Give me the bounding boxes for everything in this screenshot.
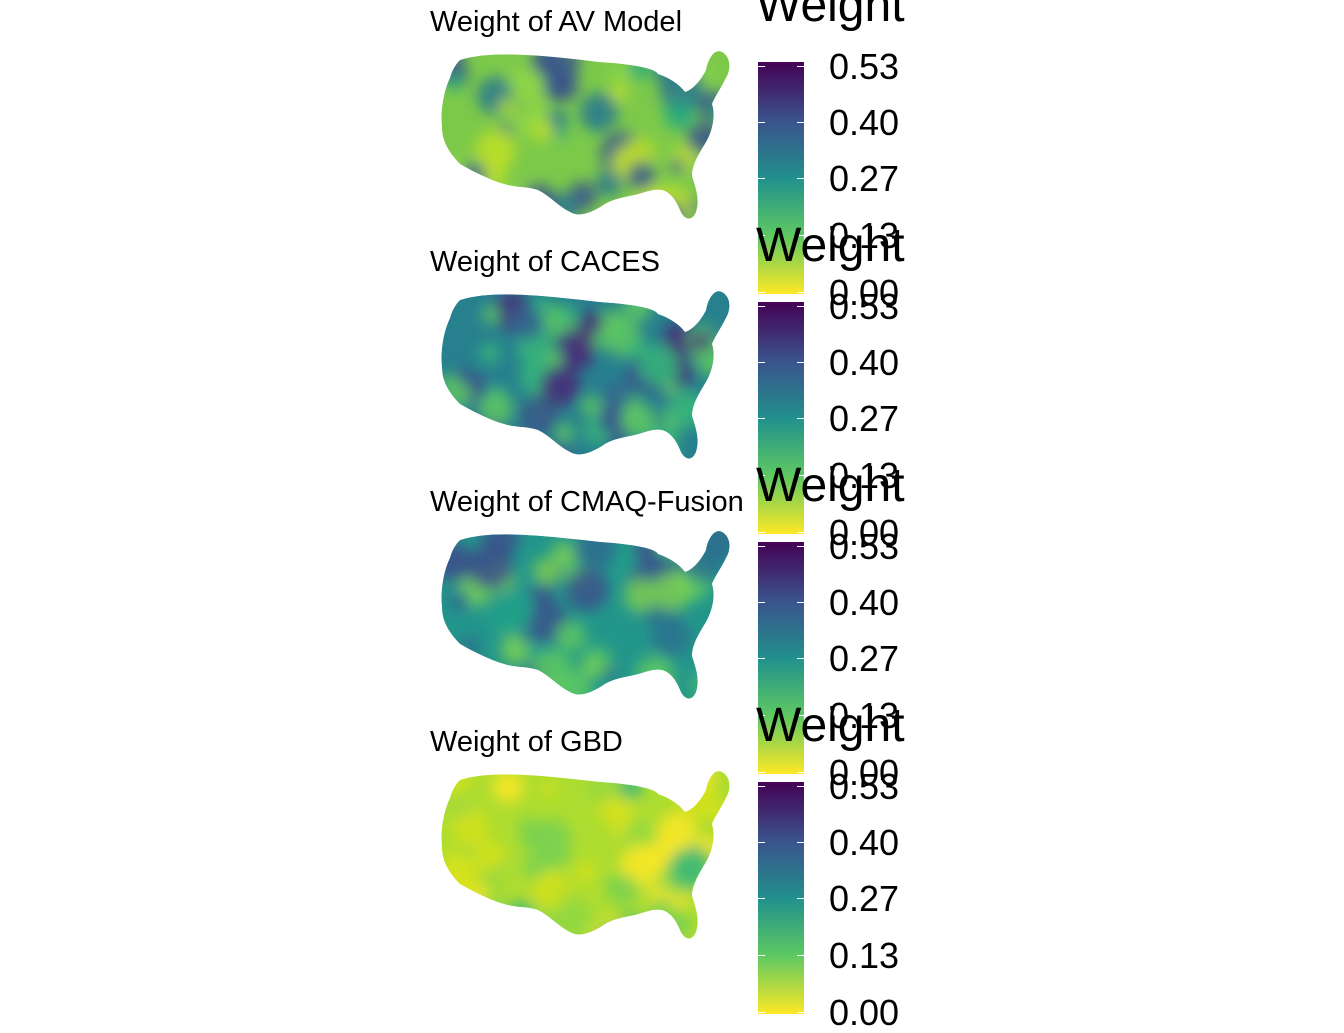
legend-tick-mark — [797, 306, 804, 307]
legend-tick-mark — [797, 122, 804, 123]
legend-tick-mark — [797, 66, 804, 67]
legend-tick-label: 0.00 — [829, 512, 900, 553]
legend-tick-mark — [797, 955, 804, 956]
legend-tick-label: 0.40 — [829, 342, 900, 383]
legend-tick-label: 0.13 — [829, 695, 900, 736]
panel-title: Weight of GBD — [430, 726, 623, 758]
panel-title: Weight of CACES — [430, 246, 660, 278]
legend-tick-mark — [758, 122, 765, 123]
map-panel: Weight of GBD Weight 0.53 0.40 0.27 0.13 0.00 — [0, 699, 1344, 1031]
legend-tick-mark — [797, 1012, 804, 1013]
legend-tick-label: 0.13 — [829, 455, 900, 496]
legend-tick-mark — [758, 66, 765, 67]
legend-tick-label: 0.00 — [829, 752, 900, 793]
panel-title: Weight of AV Model — [430, 6, 683, 38]
legend-tick-mark — [797, 418, 804, 419]
legend-tick-mark — [797, 715, 804, 716]
legend-tick-mark — [758, 786, 765, 787]
legend-tick-mark — [758, 292, 765, 293]
legend-tick-mark — [758, 842, 765, 843]
legend-tick-label: 0.40 — [829, 582, 900, 623]
legend-tick-label: 0.53 — [829, 46, 900, 87]
legend-tick-mark — [797, 178, 804, 179]
legend-tick-label: 0.13 — [829, 935, 900, 976]
legend-tick-mark — [797, 475, 804, 476]
legend-title: Weight — [756, 699, 905, 752]
legend-title: Weight — [756, 459, 905, 512]
legend-tick-mark — [758, 532, 765, 533]
legend-tick-mark — [758, 178, 765, 179]
legend-tick-mark — [758, 306, 765, 307]
legend-tick-mark — [797, 292, 804, 293]
us-weight-map — [441, 531, 730, 699]
legend-tick-mark — [758, 475, 765, 476]
legend-tick-label: 0.53 — [829, 286, 900, 327]
map-panel: Weight of AV Model Weight 0.53 0.40 0.27 0.13… — [0, 0, 1344, 311]
legend-tick-mark — [758, 1012, 765, 1013]
legend-tick-label: 0.13 — [829, 215, 900, 256]
legend-tick-mark — [758, 715, 765, 716]
map-panel: Weight of CACES Weight 0.53 0.40 0.27 0.13 0.0… — [0, 219, 1344, 551]
legend-tick-mark — [758, 602, 765, 603]
legend-tick-label: 0.00 — [829, 992, 900, 1033]
map-panel: Weight of CMAQ-Fusion Weight 0.53 0.40 0.27 0… — [0, 459, 1344, 791]
legend-tick-mark — [797, 235, 804, 236]
legend-tick-mark — [797, 658, 804, 659]
legend-tick-mark — [797, 546, 804, 547]
legend-tick-mark — [758, 955, 765, 956]
legend-tick-label: 0.27 — [829, 398, 900, 439]
legend-tick-label: 0.53 — [829, 526, 900, 567]
legend-tick-label: 0.00 — [829, 272, 900, 313]
legend-tick-mark — [758, 418, 765, 419]
legend-tick-mark — [797, 786, 804, 787]
legend-tick-label: 0.53 — [829, 766, 900, 807]
legend-tick-mark — [758, 235, 765, 236]
legend-tick-mark — [797, 772, 804, 773]
us-weight-map — [441, 291, 730, 459]
legend-tick-mark — [758, 546, 765, 547]
legend-colorbar — [758, 62, 804, 294]
us-weight-map — [441, 51, 730, 219]
legend-tick-mark — [797, 362, 804, 363]
legend-colorbar — [758, 302, 804, 534]
legend-colorbar — [758, 542, 804, 774]
legend-tick-label: 0.40 — [829, 822, 900, 863]
legend-tick-label: 0.27 — [829, 638, 900, 679]
legend-tick-mark — [797, 898, 804, 899]
legend-tick-mark — [758, 772, 765, 773]
us-weight-map — [441, 771, 730, 939]
legend-tick-mark — [758, 898, 765, 899]
legend-tick-mark — [758, 362, 765, 363]
legend-tick-label: 0.27 — [829, 158, 900, 199]
panel-title: Weight of CMAQ-Fusion — [430, 486, 744, 518]
legend-tick-label: 0.27 — [829, 878, 900, 919]
legend-tick-mark — [758, 658, 765, 659]
legend-tick-mark — [797, 532, 804, 533]
legend-tick-mark — [797, 842, 804, 843]
legend-title: Weight — [756, 219, 905, 272]
legend-tick-label: 0.40 — [829, 102, 900, 143]
legend-title: Weight — [756, 0, 905, 32]
legend-tick-mark — [797, 602, 804, 603]
